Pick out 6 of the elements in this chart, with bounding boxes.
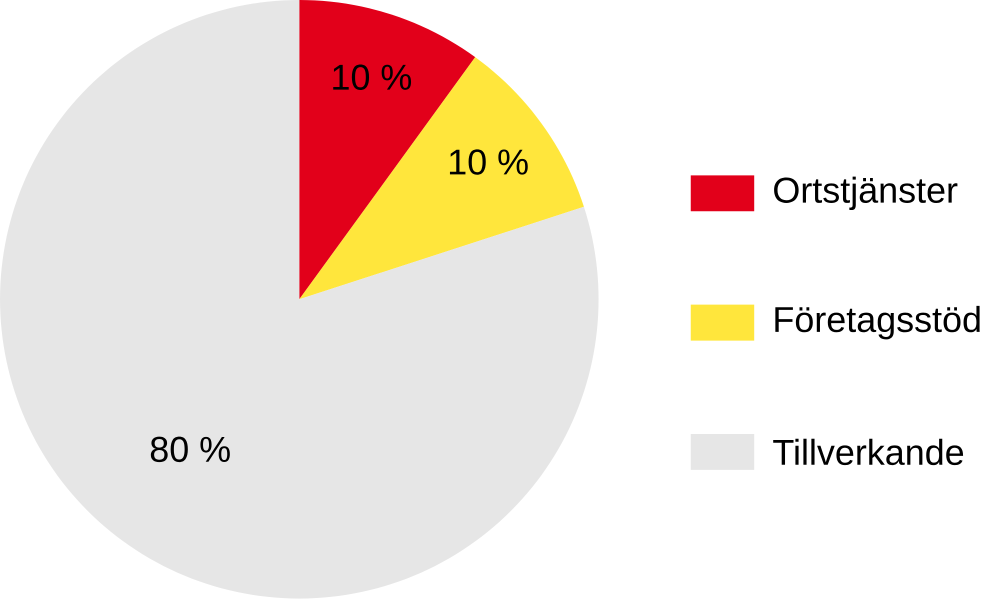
legend-label: Tillverkande	[773, 438, 964, 466]
legend-label: Ortstjänster	[774, 176, 958, 210]
legend-label: Företagsstöd	[775, 306, 980, 340]
data-label: 10 %	[450, 150, 528, 175]
data-label: 10 %	[333, 64, 412, 90]
data-label: 80 %	[150, 436, 230, 462]
